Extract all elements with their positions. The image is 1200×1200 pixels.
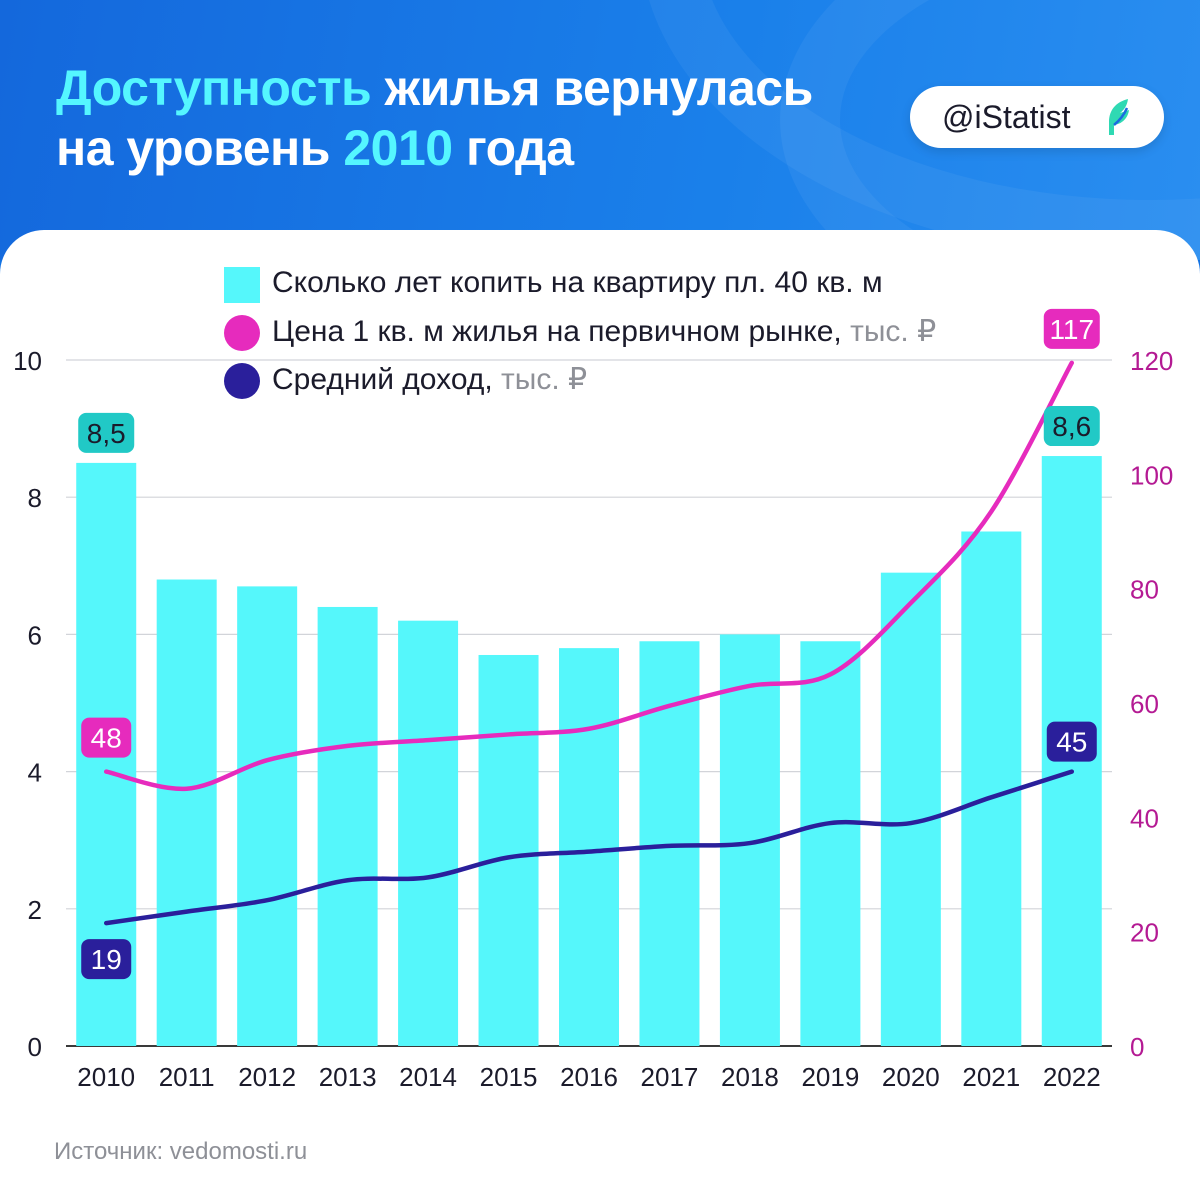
x-tick-label: 2022	[1043, 1062, 1101, 1092]
brand-name: @iStatist	[942, 99, 1071, 135]
x-tick-label: 2012	[238, 1062, 296, 1092]
price-line	[103, 360, 1075, 792]
x-tick-label: 2019	[801, 1062, 859, 1092]
y-right-tick-label: 20	[1130, 918, 1159, 948]
bar	[880, 572, 941, 1046]
legend-swatch-price	[224, 315, 260, 351]
data-label-badge	[1043, 406, 1100, 447]
y-right-tick-label: 60	[1130, 689, 1159, 719]
bar	[317, 606, 378, 1046]
bar	[800, 641, 861, 1046]
data-label: 48	[91, 723, 122, 754]
y-right-tick-label: 40	[1130, 803, 1159, 833]
x-tick-label: 2016	[560, 1062, 618, 1092]
legend-label: Сколько лет копить на квартиру пл. 40 кв…	[272, 266, 883, 299]
brand-badge[interactable]: @iStatist	[910, 86, 1164, 148]
x-tick-label: 2011	[159, 1062, 215, 1092]
data-label: 117	[1049, 314, 1094, 345]
bar	[478, 654, 539, 1046]
y-left-tick-label: 8	[28, 483, 42, 513]
legend-label: Цена 1 кв. м жилья на первичном рынке, т…	[272, 314, 936, 349]
y-left-tick-label: 2	[28, 895, 42, 925]
legend-income-unit: тыс. ₽	[492, 363, 588, 396]
title-accent: Доступность	[56, 60, 372, 116]
data-label: 45	[1056, 727, 1087, 758]
x-tick-label: 2010	[77, 1062, 135, 1092]
income-line	[103, 769, 1075, 926]
page-title: Доступность жилья вернулась на уровень 2…	[56, 58, 813, 178]
legend-swatch-income	[224, 363, 260, 399]
title-text: года	[452, 120, 574, 176]
source-note: Источник: vedomosti.ru	[54, 1138, 308, 1165]
x-tick-label: 2017	[641, 1062, 699, 1092]
y-right-tick-label: 100	[1130, 460, 1173, 490]
data-label-badge	[1043, 308, 1100, 349]
legend-swatch-bar	[224, 267, 260, 303]
title-accent-year: 2010	[343, 120, 453, 176]
bar	[559, 648, 619, 1046]
x-tick-label: 2018	[721, 1062, 779, 1092]
data-label-badge	[81, 717, 132, 758]
data-label: 8,6	[1052, 411, 1091, 442]
feather-logo-icon	[1109, 99, 1129, 135]
y-left-tick-label: 10	[13, 346, 42, 376]
y-right-tick-label: 120	[1130, 346, 1173, 376]
legend-income-label: Средний доход,	[272, 363, 493, 396]
bar	[237, 586, 298, 1046]
title-text: на уровень	[56, 120, 344, 176]
y-right-tick-label: 0	[1130, 1032, 1144, 1062]
bar	[156, 579, 217, 1046]
y-right-tick-label: 80	[1130, 575, 1159, 605]
title-text: жилья вернулась	[371, 60, 814, 116]
y-left-tick-label: 4	[28, 758, 42, 788]
data-label-badge	[1046, 721, 1097, 762]
legend-price-label: Цена 1 кв. м жилья на первичном рынке,	[272, 315, 842, 348]
x-tick-label: 2021	[962, 1062, 1020, 1092]
data-label: 19	[91, 944, 122, 975]
data-label-badge	[78, 412, 135, 453]
x-tick-label: 2015	[480, 1062, 538, 1092]
x-tick-label: 2020	[882, 1062, 940, 1092]
bar	[398, 620, 459, 1046]
data-label-badge	[81, 939, 132, 980]
y-left-tick-label: 0	[28, 1032, 42, 1062]
data-label: 8,5	[87, 418, 126, 449]
legend-label: Средний доход, тыс. ₽	[272, 362, 587, 397]
x-tick-label: 2014	[399, 1062, 457, 1092]
legend-price-unit: тыс. ₽	[841, 315, 937, 348]
y-left-tick-label: 6	[28, 620, 42, 650]
x-tick-label: 2013	[319, 1062, 377, 1092]
header-banner: Доступность жилья вернулась на уровень 2…	[0, 0, 1200, 260]
